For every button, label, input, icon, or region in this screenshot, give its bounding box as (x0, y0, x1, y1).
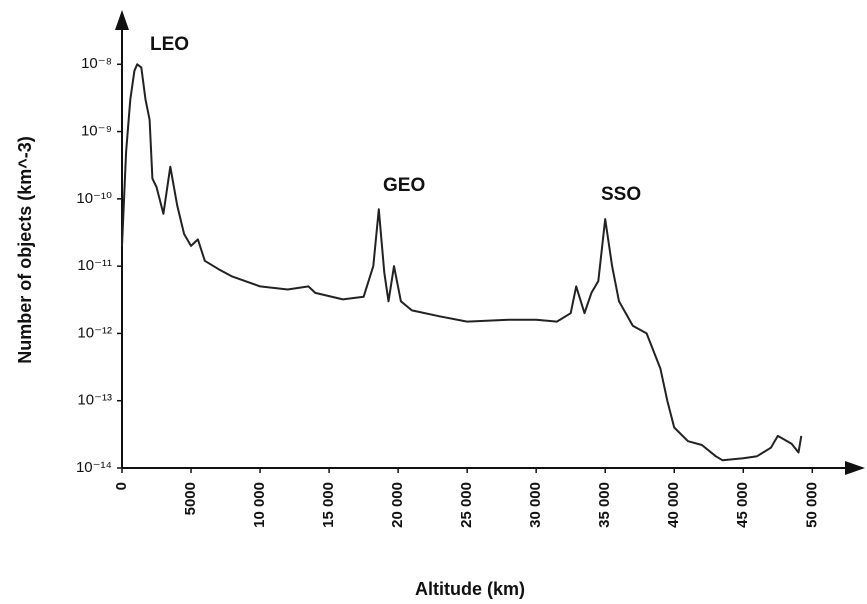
data-line (121, 63, 803, 462)
y-tick-label: 10⁻¹⁴ (76, 459, 112, 476)
annotation: GEO (383, 175, 425, 196)
x-tick-label: 0 (113, 482, 130, 490)
x-tick-label: 50 000 (803, 482, 820, 528)
y-tick-label: 10⁻⁹ (81, 123, 112, 140)
x-tick-label: 10 000 (251, 482, 268, 528)
y-tick-label: 10⁻¹¹ (77, 257, 112, 274)
x-axis-title: Altitude (km) (415, 579, 525, 599)
x-tick-label: 35 000 (596, 482, 613, 528)
y-tick-label: 10⁻¹³ (77, 392, 112, 409)
y-tick-label: 10⁻¹⁰ (76, 190, 112, 207)
x-tick-label: 15 000 (320, 482, 337, 528)
annotation: LEO (150, 34, 189, 55)
x-tick-label: 40 000 (665, 482, 682, 528)
x-tick-label: 45 000 (734, 482, 751, 528)
x-tick-label: 5000 (182, 482, 199, 515)
x-tick-label: 25 000 (458, 482, 475, 528)
annotation: SSO (601, 184, 641, 205)
y-tick-label: 10⁻⁸ (81, 55, 112, 72)
y-tick-label: 10⁻¹² (77, 324, 112, 341)
y-axis-title: Number of objects (km^-3) (15, 136, 35, 364)
x-tick-label: 20 000 (389, 482, 406, 528)
y-axis-arrow (115, 10, 129, 30)
x-axis-arrow (845, 461, 865, 475)
x-tick-label: 30 000 (527, 482, 544, 528)
